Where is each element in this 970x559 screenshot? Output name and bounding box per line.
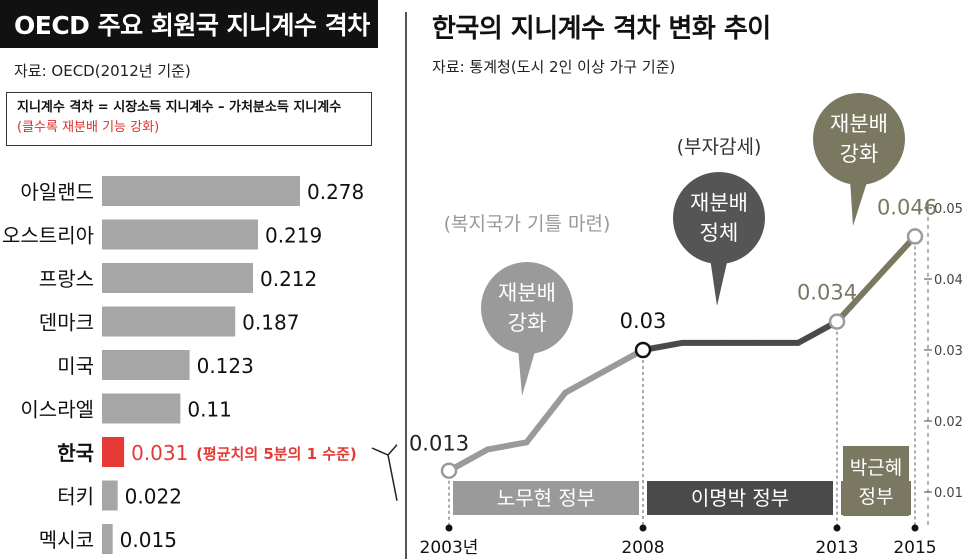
- annotation-bubble: [481, 262, 573, 354]
- bar: [102, 393, 181, 424]
- panel-divider: [405, 12, 407, 559]
- point-value-label: 0.013: [409, 432, 469, 456]
- series-line-segment: [484, 439, 530, 453]
- bar-category-label: 터키: [57, 485, 94, 509]
- highlight-note: (평균치의 5분의 1 수준): [196, 445, 357, 463]
- bar-category-label: 오스트리아: [2, 224, 94, 248]
- annotation-bubble-text: 재분배: [830, 112, 888, 136]
- bar-value-label: 0.187: [242, 311, 299, 335]
- annotation-bubble-text: 정체: [700, 221, 739, 245]
- series-line-segment: [523, 389, 569, 446]
- bar-value-label: 0.278: [307, 180, 364, 204]
- bar-value-label: 0.022: [125, 485, 182, 509]
- x-tick-label: 2015: [893, 538, 936, 558]
- annotation-bubble-tail: [850, 179, 868, 226]
- bar-value-label: 0.015: [120, 528, 177, 552]
- annotation-bubble-tail: [518, 348, 536, 396]
- formula-note-remark: (클수록 재분배 기능 강화): [17, 120, 160, 135]
- bar: [102, 524, 113, 554]
- x-tick-label: 2008: [621, 538, 664, 558]
- x-tick-label: 2003년: [420, 538, 479, 558]
- callout-pointer: [371, 444, 398, 456]
- key-data-point: [634, 341, 652, 359]
- bar-category-label: 한국: [57, 441, 94, 465]
- x-tick-dot: [911, 524, 919, 532]
- x-tick-dot: [639, 524, 647, 532]
- y-tick-label: 0.01: [934, 486, 963, 501]
- period-bar: [453, 481, 639, 515]
- point-value-label: 0.034: [797, 281, 857, 305]
- annotation-bubble-text: 재분배: [690, 191, 748, 215]
- annotation-caption: (복지국가 기틀 마련): [444, 213, 611, 235]
- bar-category-label: 멕시코: [39, 528, 94, 552]
- bar-value-label: 0.123: [197, 354, 254, 378]
- bar: [102, 350, 190, 380]
- formula-note: 지니계수 격차 = 시장소득 지니계수 – 가처분소득 지니계수: [17, 100, 342, 115]
- point-value-label: 0.03: [620, 309, 667, 333]
- bar-value-label: 0.11: [187, 398, 232, 422]
- right-chart-title: 한국의 지니계수 격차 변화 추이: [432, 14, 771, 44]
- bar-category-label: 이스라엘: [20, 398, 94, 422]
- bar-category-label: 프랑스: [39, 267, 94, 291]
- bar-value-label: 0.212: [260, 267, 317, 291]
- x-tick-dot: [445, 524, 453, 532]
- bar-category-label: 미국: [57, 354, 94, 378]
- y-tick-label: 0.03: [934, 344, 963, 359]
- key-data-point: [828, 313, 846, 330]
- bar-category-label: 아일랜드: [20, 180, 94, 204]
- bar: [102, 306, 236, 337]
- period-label: 정부: [859, 486, 894, 508]
- y-tick-label: 0.04: [934, 273, 963, 288]
- series-line-segment: [873, 233, 918, 282]
- bar: [102, 176, 300, 206]
- period-label: 노무현 정부: [497, 486, 595, 510]
- annotation-bubble-tail: [710, 258, 728, 306]
- callout-pointer: [387, 454, 398, 501]
- annotation-bubble: [813, 93, 905, 185]
- key-data-point: [440, 462, 458, 479]
- bar-value-label: 0.219: [265, 224, 322, 248]
- key-data-point: [906, 228, 924, 245]
- series-line-segment: [834, 276, 879, 325]
- right-chart-source: 자료: 통계청(도시 2인 이상 가구 기준): [432, 58, 676, 76]
- annotation-bubble-text: 강화: [508, 311, 547, 335]
- series-line-segment: [562, 368, 608, 396]
- bar-category-label: 덴마크: [39, 311, 94, 335]
- bar: [102, 480, 118, 511]
- point-value-label: 0.046: [877, 195, 937, 219]
- y-tick-label: 0.05: [934, 202, 963, 217]
- annotation-bubble: [673, 172, 765, 264]
- formula-note-box: 지니계수 격차 = 시장소득 지니계수 – 가처분소득 지니계수 (클수록 재분…: [6, 92, 372, 146]
- period-bar: [843, 446, 909, 516]
- period-label: 이명박 정부: [691, 486, 789, 510]
- annotation-bubble-text: 강화: [840, 142, 879, 166]
- annotation-caption: (부자감세): [677, 136, 762, 158]
- left-chart-source: 자료: OECD(2012년 기준): [14, 62, 191, 80]
- period-label: 박근혜: [850, 457, 902, 479]
- bar-value-label: 0.031: [131, 441, 188, 465]
- period-bar: [647, 481, 833, 515]
- bar: [102, 437, 125, 467]
- x-tick-label: 2013: [815, 538, 858, 558]
- annotation-bubble-text: 재분배: [498, 281, 556, 305]
- left-chart-title: OECD 주요 회원국 지니계수 격차: [0, 0, 378, 48]
- y-tick-label: 0.02: [934, 415, 963, 430]
- bar: [102, 263, 253, 293]
- x-tick-dot: [833, 524, 841, 532]
- bar: [102, 219, 258, 250]
